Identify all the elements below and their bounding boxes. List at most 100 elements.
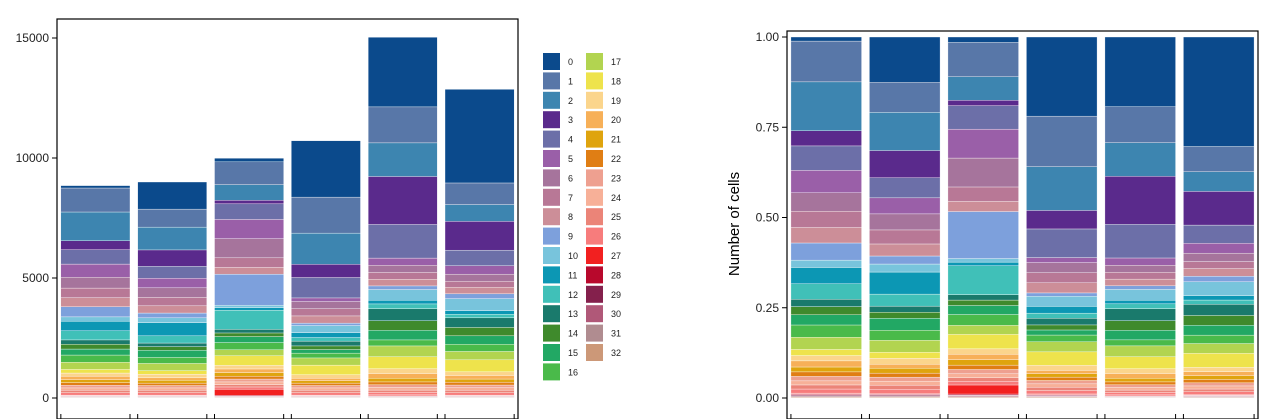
bar-segment-cluster-16 (444, 344, 515, 352)
bar-segment-cluster-21 (291, 380, 361, 384)
bar-segment-cluster-8 (60, 297, 131, 307)
legend-swatch-16 (543, 363, 560, 381)
bar-segment-cluster-5 (367, 257, 438, 266)
bar-segment-cluster-20 (947, 354, 1019, 360)
bar-segment-cluster-20 (367, 373, 438, 379)
bar-segment-cluster-14 (1026, 324, 1098, 331)
bar-segment-cluster-6 (947, 157, 1019, 188)
legend-label-10: 10 (568, 251, 578, 261)
bar-segment-cluster-22 (137, 382, 207, 386)
bar-segment-cluster-10 (367, 289, 438, 301)
bar-segment-cluster-8 (444, 287, 515, 295)
bar-segment-cluster-8 (1104, 278, 1176, 287)
bar-segment-cluster-12 (60, 330, 131, 341)
bar-segment-cluster-19 (947, 348, 1019, 355)
bar-segment-cluster-11 (947, 261, 1019, 266)
legend-swatch-27 (586, 247, 603, 264)
bar-segment-cluster-3 (1183, 191, 1255, 226)
legend-label-6: 6 (568, 173, 573, 183)
bar-segment-cluster-5 (291, 297, 361, 302)
bar-segment-cluster-26 (60, 392, 131, 396)
legend-swatch-13 (543, 305, 560, 323)
bar-segment-cluster-11 (1104, 300, 1176, 305)
bar-segment-cluster-2 (137, 226, 207, 251)
bar-segment-cluster-7 (214, 257, 284, 268)
bar-segment-cluster-14 (214, 332, 284, 337)
bar-segment-cluster-22 (291, 382, 361, 386)
bar-segment-cluster-26 (137, 392, 207, 396)
bar-segment-cluster-8 (947, 201, 1019, 212)
bar-segment-cluster-6 (1183, 252, 1255, 262)
legend-label-17: 17 (611, 57, 621, 67)
legend-label-27: 27 (611, 251, 621, 261)
bar-segment-cluster-18 (869, 352, 941, 359)
bar-segment-cluster-24 (869, 380, 941, 386)
bar-segment-cluster-23 (790, 376, 862, 382)
bar-segment-cluster-22 (1104, 381, 1176, 385)
y-tick-label: 15000 (16, 31, 50, 45)
bar-segment-cluster-21 (1183, 375, 1255, 380)
bar-segment-cluster-0 (214, 158, 284, 163)
bar-segment-cluster-16 (214, 342, 284, 350)
bar-segment-cluster-7 (367, 272, 438, 280)
bar-segment-cluster-1 (444, 182, 515, 205)
cluster-legend: 0123456789101112131415161718192021222324… (543, 53, 621, 381)
bar-segment-cluster-6 (367, 265, 438, 273)
bar-segment-cluster-18 (947, 334, 1019, 350)
y-tick-label: 5000 (22, 271, 49, 285)
bar-segment-cluster-7 (1104, 272, 1176, 280)
bar-segment-cluster-1 (869, 82, 941, 113)
legend-swatch-1 (543, 72, 560, 90)
right-y-axis: 0.00 0.25 0.50 0.75 1.00 (756, 30, 787, 405)
bar-segment-cluster-15 (444, 335, 515, 345)
bar-segment-cluster-15 (137, 350, 207, 358)
bar-segment-cluster-12 (1183, 299, 1255, 305)
legend-swatch-7 (543, 188, 560, 206)
bar-segment-cluster-3 (60, 240, 131, 250)
bar-segment-cluster-15 (60, 348, 131, 356)
bar-segment-cluster-17 (444, 351, 515, 361)
bar-segment-cluster-3 (790, 130, 862, 147)
bar-segment-cluster-22 (1026, 376, 1098, 381)
legend-swatch-19 (586, 91, 603, 109)
bar-segment-cluster-11 (214, 307, 284, 311)
bar-segment-cluster-3 (1104, 176, 1176, 225)
bar-segment-cluster-6 (790, 192, 862, 212)
bar-segment-cluster-22 (1183, 379, 1255, 384)
legend-label-28: 28 (611, 270, 621, 280)
bar-segment-cluster-19 (60, 372, 131, 377)
legend-label-14: 14 (568, 329, 578, 339)
legend-label-3: 3 (568, 115, 573, 125)
bar-segment-cluster-8 (137, 305, 207, 314)
bar-segment-cluster-10 (1026, 296, 1098, 307)
bar-segment-cluster-23 (869, 376, 941, 382)
legend-label-18: 18 (611, 76, 621, 86)
bar-segment-cluster-14 (790, 306, 862, 315)
bar-segment-cluster-26 (1026, 390, 1098, 395)
bar-segment-cluster-13 (291, 340, 361, 347)
absolute-count-chart: 0 5000 10000 15000 (16, 18, 519, 419)
bar-segment-cluster-18 (214, 355, 284, 366)
bar-segment-cluster-13 (367, 308, 438, 321)
bar-segment-cluster-5 (1026, 257, 1098, 263)
legend-label-7: 7 (568, 193, 573, 203)
bar-segment-cluster-18 (60, 369, 131, 374)
bar-segment-cluster-12 (790, 283, 862, 300)
bar-segment-cluster-10 (947, 258, 1019, 263)
bar-segment-cluster-5 (60, 263, 131, 278)
bar-segment-cluster-7 (60, 287, 131, 298)
legend-swatch-31 (586, 324, 603, 342)
bar-segment-cluster-13 (1104, 308, 1176, 321)
bar-segment-cluster-17 (291, 357, 361, 366)
bar-segment-cluster-19 (367, 368, 438, 374)
bar-segment-cluster-10 (214, 305, 284, 308)
bar-segment-cluster-4 (444, 249, 515, 266)
y-tick-label: 10000 (16, 151, 50, 165)
bar-segment-cluster-20 (869, 364, 941, 369)
bar-segment-cluster-15 (291, 349, 361, 354)
bar-segment-cluster-1 (137, 208, 207, 228)
legend-label-22: 22 (611, 154, 621, 164)
bar-segment-cluster-4 (60, 249, 131, 265)
bar-segment-cluster-26 (1104, 392, 1176, 396)
bar-segment-cluster-19 (1183, 367, 1255, 372)
